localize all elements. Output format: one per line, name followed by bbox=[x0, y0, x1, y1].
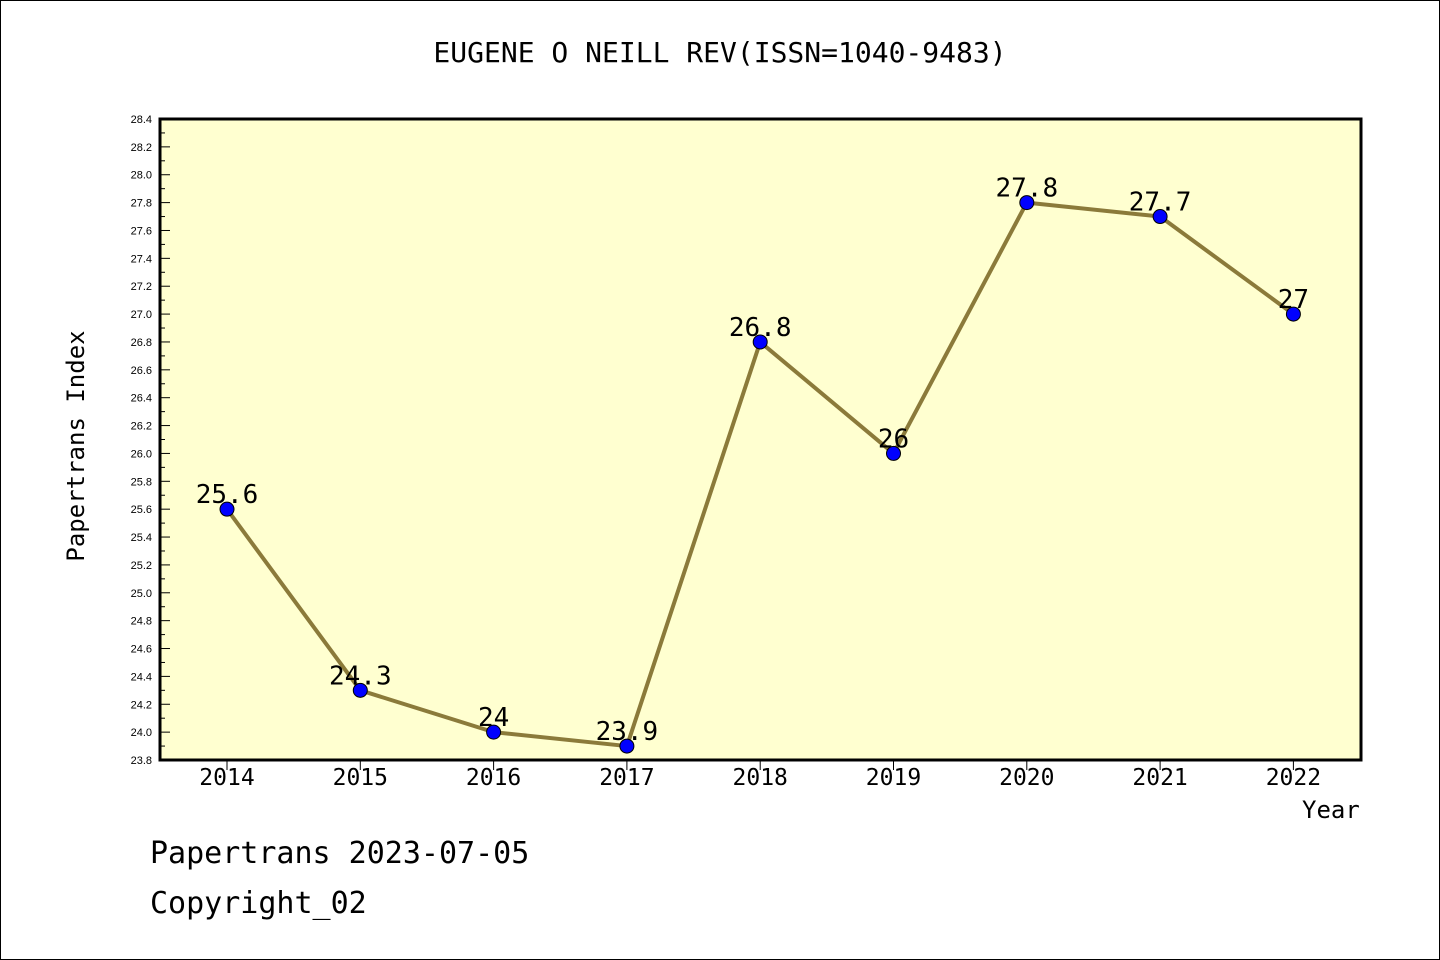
y-tick-label: 26.2 bbox=[131, 421, 152, 433]
data-point bbox=[486, 724, 502, 740]
y-tick-label: 27.6 bbox=[131, 225, 152, 237]
data-label: 26.8 bbox=[729, 313, 792, 343]
x-tick-label: 2020 bbox=[999, 765, 1054, 791]
x-tick-label: 2019 bbox=[866, 765, 921, 791]
footer-copyright: Copyright_02 bbox=[150, 886, 367, 921]
x-tick-label: 2015 bbox=[333, 765, 388, 791]
data-label: 27 bbox=[1278, 285, 1309, 315]
data-label: 27.8 bbox=[995, 174, 1058, 204]
data-point bbox=[1285, 306, 1301, 322]
data-point bbox=[752, 334, 768, 350]
x-axis-label: Year bbox=[1302, 796, 1360, 824]
x-tick-label: 2022 bbox=[1266, 765, 1321, 791]
y-tick-label: 26.6 bbox=[131, 365, 152, 377]
y-tick-label: 26.8 bbox=[131, 337, 152, 349]
y-tick-label: 25.4 bbox=[131, 532, 152, 544]
data-label: 23.9 bbox=[596, 717, 659, 747]
y-tick-label: 24.8 bbox=[131, 616, 152, 628]
data-label: 25.6 bbox=[196, 480, 259, 510]
x-tick-label: 2014 bbox=[199, 765, 254, 791]
y-tick-label: 24.0 bbox=[131, 727, 152, 739]
x-tick-label: 2021 bbox=[1132, 765, 1187, 791]
series-layer: 25.6 24.3 24 23.9 26.8 26 27.8 27.7 27 bbox=[196, 174, 1309, 754]
chart-title: EUGENE O NEILL REV(ISSN=1040-9483) bbox=[433, 36, 1007, 69]
data-point bbox=[619, 738, 635, 754]
data-label: 26 bbox=[878, 424, 909, 454]
x-tick-label: 2018 bbox=[733, 765, 788, 791]
y-tick-label: 28.0 bbox=[131, 170, 152, 182]
x-tick-label: 2017 bbox=[599, 765, 654, 791]
y-tick-label: 27.4 bbox=[131, 253, 152, 265]
y-tick-label: 23.8 bbox=[131, 755, 152, 767]
data-point bbox=[886, 445, 901, 461]
data-label: 24.3 bbox=[329, 661, 392, 691]
y-axis: 23.8 24.0 24.2 24.4 24.6 24.8 25.0 25.2 25.4 25.6… bbox=[131, 114, 170, 767]
y-tick-label: 25.8 bbox=[131, 476, 152, 488]
x-axis: 2014 2015 2016 2017 2018 2019 2020 2021 2022 bbox=[199, 760, 1321, 791]
data-label: 24 bbox=[478, 703, 509, 733]
y-tick-label: 25.2 bbox=[131, 560, 152, 572]
y-tick-label: 27.2 bbox=[131, 281, 152, 293]
plot-area bbox=[160, 119, 1361, 760]
data-point bbox=[1152, 209, 1168, 225]
y-tick-label: 25.0 bbox=[131, 588, 152, 600]
y-tick-label: 28.4 bbox=[131, 114, 152, 126]
data-point bbox=[219, 501, 235, 517]
y-tick-label: 26.0 bbox=[131, 448, 152, 460]
y-tick-label: 27.8 bbox=[131, 198, 152, 210]
data-label: 27.7 bbox=[1129, 188, 1192, 218]
y-tick-label: 25.6 bbox=[131, 504, 152, 516]
x-tick-label: 2016 bbox=[466, 765, 521, 791]
y-tick-label: 28.2 bbox=[131, 142, 152, 154]
y-tick-label: 27.0 bbox=[131, 309, 152, 321]
footer-date: Papertrans 2023-07-05 bbox=[150, 836, 530, 871]
y-tick-label: 26.4 bbox=[131, 393, 152, 405]
y-tick-label: 24.4 bbox=[131, 671, 152, 683]
data-point bbox=[1019, 195, 1035, 211]
plot-border bbox=[158, 117, 1363, 762]
y-tick-label: 24.6 bbox=[131, 644, 152, 656]
data-point bbox=[352, 682, 368, 698]
y-tick-label: 24.2 bbox=[131, 699, 152, 711]
